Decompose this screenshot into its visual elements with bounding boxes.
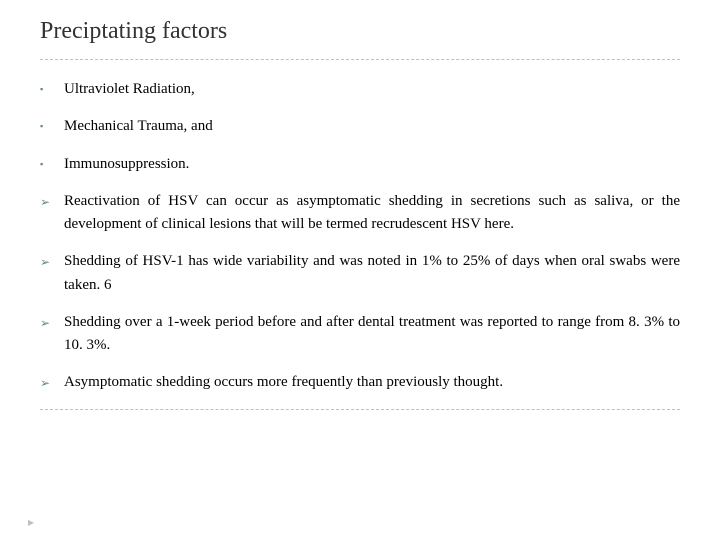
list-item-text: Mechanical Trauma, and	[64, 115, 680, 138]
list-item-text: Shedding over a 1-week period before and…	[64, 311, 680, 358]
list-item: ➢ Asymptomatic shedding occurs more freq…	[40, 371, 680, 394]
list-item-text: Reactivation of HSV can occur as asympto…	[64, 190, 680, 237]
arrow-bullet-icon: ➢	[40, 190, 64, 212]
list-item: ➢ Reactivation of HSV can occur as asymp…	[40, 190, 680, 237]
list-item-text: Shedding of HSV-1 has wide variability a…	[64, 250, 680, 297]
corner-marker-icon: ▸	[28, 515, 34, 530]
divider-bottom	[40, 409, 680, 410]
list-item-text: Asymptomatic shedding occurs more freque…	[64, 371, 680, 394]
list-item: ▪ Immunosuppression.	[40, 153, 680, 176]
arrow-bullet-icon: ➢	[40, 371, 64, 393]
list-item: ▪ Mechanical Trauma, and	[40, 115, 680, 138]
list-item: ➢ Shedding of HSV-1 has wide variability…	[40, 250, 680, 297]
divider-top	[40, 59, 680, 60]
list-item-text: Ultraviolet Radiation,	[64, 78, 680, 101]
arrow-bullet-icon: ➢	[40, 311, 64, 333]
list-item: ➢ Shedding over a 1-week period before a…	[40, 311, 680, 358]
square-bullet-icon: ▪	[40, 78, 64, 97]
slide-title: Preciptating factors	[40, 18, 680, 45]
square-bullet-icon: ▪	[40, 115, 64, 134]
arrow-bullet-icon: ➢	[40, 250, 64, 272]
list-item: ▪ Ultraviolet Radiation,	[40, 78, 680, 101]
square-bullet-icon: ▪	[40, 153, 64, 172]
content-area: ▪ Ultraviolet Radiation, ▪ Mechanical Tr…	[40, 78, 680, 395]
list-item-text: Immunosuppression.	[64, 153, 680, 176]
